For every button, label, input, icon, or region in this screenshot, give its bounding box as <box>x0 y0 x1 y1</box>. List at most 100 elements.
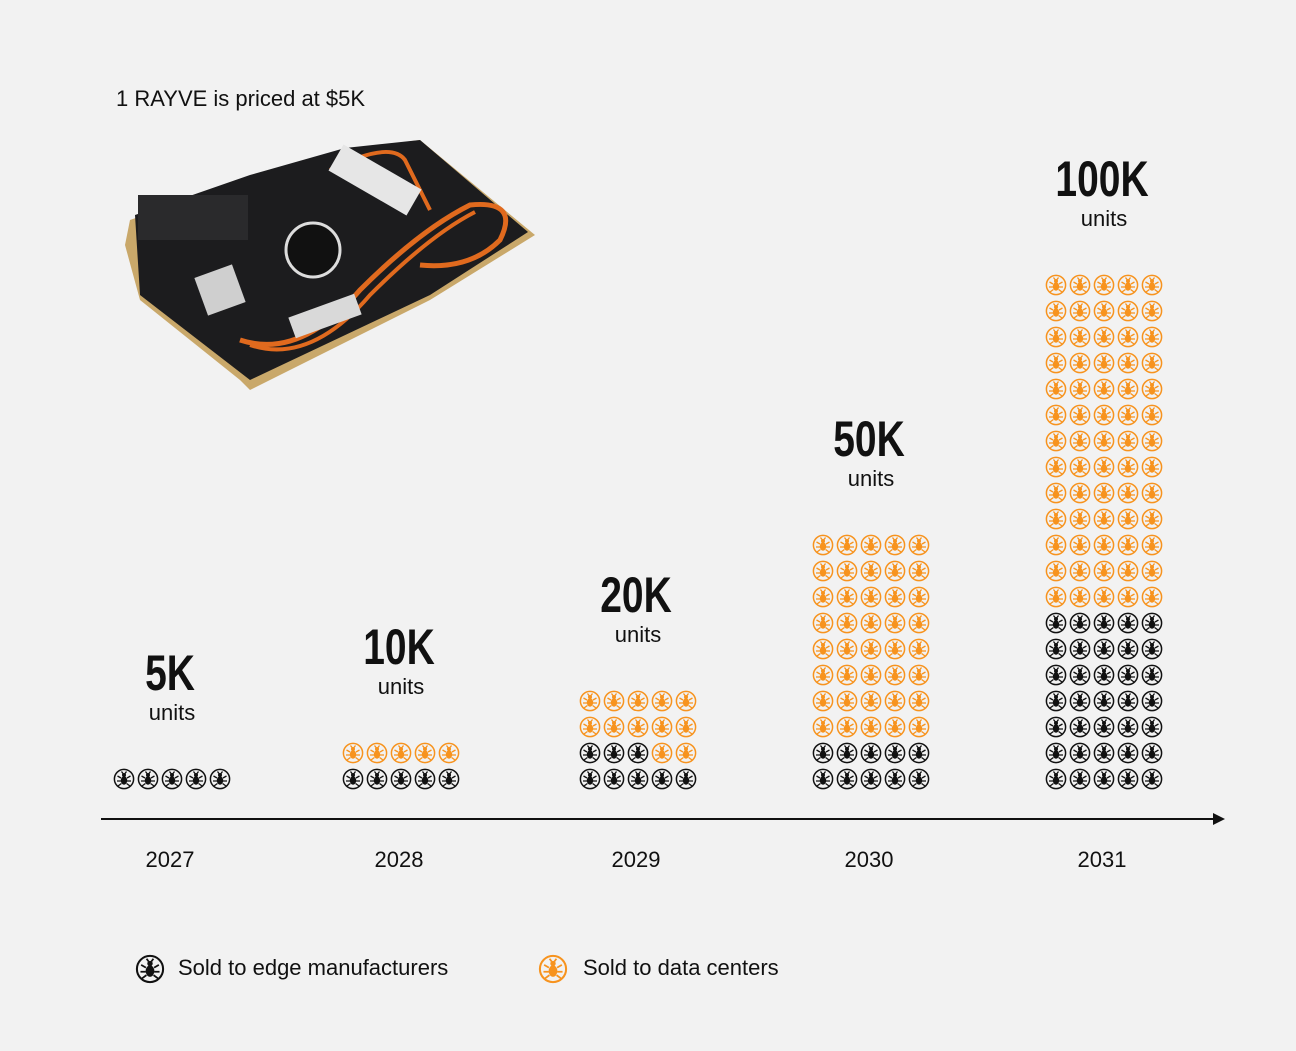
unit-icon <box>579 742 601 764</box>
unit-icon <box>627 742 649 764</box>
unit-icon <box>675 690 697 712</box>
unit-icon <box>209 768 231 790</box>
unit-icon <box>1141 534 1163 556</box>
unit-icon <box>1045 352 1067 374</box>
unit-icon <box>1117 508 1139 530</box>
unit-icon <box>627 716 649 738</box>
unit-icon <box>1141 508 1163 530</box>
unit-icon <box>1117 274 1139 296</box>
unit-icon <box>185 768 207 790</box>
unit-icon <box>908 612 930 634</box>
unit-icon <box>1141 326 1163 348</box>
unit-icon <box>1045 716 1067 738</box>
unit-icon <box>1141 352 1163 374</box>
unit-icon <box>1117 378 1139 400</box>
unit-icon <box>1117 716 1139 738</box>
unit-icon <box>414 742 436 764</box>
x-tick-label: 2031 <box>1078 847 1127 872</box>
icon-group <box>342 768 460 790</box>
unit-icon <box>1069 300 1091 322</box>
unit-icon <box>1069 560 1091 582</box>
unit-icon <box>366 742 388 764</box>
unit-icon <box>1117 300 1139 322</box>
unit-icon <box>812 664 834 686</box>
unit-icon <box>836 612 858 634</box>
unit-icon <box>1141 612 1163 634</box>
unit-icon <box>1117 612 1139 634</box>
unit-icon <box>1093 378 1115 400</box>
unit-label: units <box>615 622 661 647</box>
unit-icon <box>884 690 906 712</box>
unit-icon <box>1045 378 1067 400</box>
unit-icon <box>1093 586 1115 608</box>
unit-icon <box>342 742 364 764</box>
unit-icon <box>1093 638 1115 660</box>
product-image <box>125 140 535 390</box>
unit-icon <box>1093 690 1115 712</box>
unit-icon <box>1093 300 1115 322</box>
unit-icon <box>1141 482 1163 504</box>
unit-icon <box>812 560 834 582</box>
unit-icon <box>579 768 601 790</box>
unit-icon <box>884 768 906 790</box>
unit-icon <box>860 664 882 686</box>
unit-icon <box>1141 430 1163 452</box>
unit-icon <box>860 560 882 582</box>
unit-icon <box>579 690 601 712</box>
unit-icon <box>884 560 906 582</box>
unit-icon <box>1141 716 1163 738</box>
unit-icon <box>1117 690 1139 712</box>
unit-icon <box>438 768 460 790</box>
unit-icon <box>1093 612 1115 634</box>
unit-icon <box>860 768 882 790</box>
icon-group <box>579 742 697 790</box>
x-tick-label: 2028 <box>375 847 424 872</box>
unit-icon <box>438 742 460 764</box>
icon-group <box>342 742 460 764</box>
unit-icon <box>884 716 906 738</box>
unit-icon <box>1045 482 1067 504</box>
unit-icon <box>836 586 858 608</box>
unit-icon <box>1045 404 1067 426</box>
unit-icon <box>1117 404 1139 426</box>
unit-icon <box>366 768 388 790</box>
unit-icon <box>627 768 649 790</box>
unit-icon <box>1093 534 1115 556</box>
unit-icon <box>1069 664 1091 686</box>
chart-title: 1 RAYVE is priced at $5K <box>116 86 365 111</box>
unit-icon <box>836 638 858 660</box>
unit-icon <box>884 664 906 686</box>
legend-label: Sold to data centers <box>583 955 779 980</box>
total-label: 20K <box>600 566 672 623</box>
unit-icon <box>1093 326 1115 348</box>
unit-icon <box>1069 404 1091 426</box>
unit-icon <box>836 664 858 686</box>
unit-icon <box>860 716 882 738</box>
unit-icon <box>1117 664 1139 686</box>
unit-icon <box>884 638 906 660</box>
unit-icon <box>1045 664 1067 686</box>
unit-icon <box>1045 690 1067 712</box>
unit-icon <box>1069 274 1091 296</box>
axis-arrow <box>1213 813 1225 825</box>
unit-icon <box>1093 716 1115 738</box>
unit-icon <box>836 560 858 582</box>
unit-label: units <box>848 466 894 491</box>
unit-icon <box>860 638 882 660</box>
icon-group <box>1045 612 1163 790</box>
icon-group <box>812 534 930 738</box>
unit-icon <box>812 534 834 556</box>
unit-icon <box>1069 482 1091 504</box>
unit-icon <box>812 638 834 660</box>
unit-icon <box>1117 456 1139 478</box>
unit-icon <box>603 690 625 712</box>
unit-icon <box>579 716 601 738</box>
unit-icon <box>1117 560 1139 582</box>
unit-icon <box>603 716 625 738</box>
unit-icon <box>1069 742 1091 764</box>
unit-icon <box>1141 690 1163 712</box>
unit-icon <box>1117 742 1139 764</box>
unit-icon <box>1117 430 1139 452</box>
unit-icon <box>1069 716 1091 738</box>
